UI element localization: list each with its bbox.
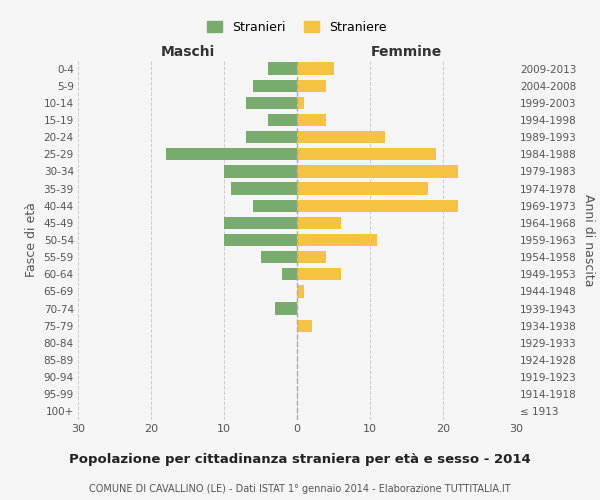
Bar [297,251,326,264]
Text: Maschi: Maschi [160,45,215,59]
Bar [260,251,297,264]
Bar [297,268,341,280]
Bar [297,234,377,246]
Bar [297,182,428,194]
Bar [297,166,458,177]
Bar [297,148,436,160]
Bar [297,80,326,92]
Bar [275,302,297,314]
Text: Popolazione per cittadinanza straniera per età e sesso - 2014: Popolazione per cittadinanza straniera p… [69,452,531,466]
Bar [297,131,385,143]
Bar [297,216,341,229]
Y-axis label: Anni di nascita: Anni di nascita [583,194,595,286]
Bar [253,80,297,92]
Bar [253,200,297,212]
Bar [297,62,334,74]
Bar [246,131,297,143]
Bar [283,268,297,280]
Text: COMUNE DI CAVALLINO (LE) - Dati ISTAT 1° gennaio 2014 - Elaborazione TUTTITALIA.: COMUNE DI CAVALLINO (LE) - Dati ISTAT 1°… [89,484,511,494]
Bar [224,234,297,246]
Bar [268,114,297,126]
Bar [224,216,297,229]
Bar [297,320,311,332]
Bar [297,200,458,212]
Bar [232,182,297,194]
Y-axis label: Fasce di età: Fasce di età [25,202,38,278]
Bar [224,166,297,177]
Legend: Stranieri, Straniere: Stranieri, Straniere [202,16,392,39]
Bar [297,114,326,126]
Bar [297,286,304,298]
Bar [268,62,297,74]
Bar [297,96,304,109]
Text: Femmine: Femmine [371,45,442,59]
Bar [246,96,297,109]
Bar [166,148,297,160]
